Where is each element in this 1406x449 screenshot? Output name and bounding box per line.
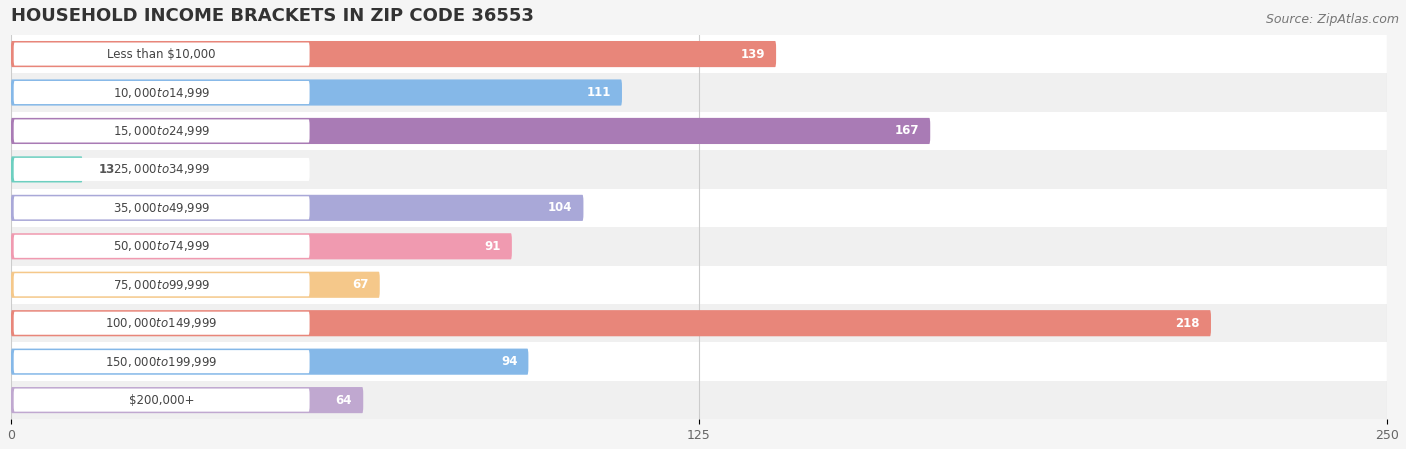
Bar bbox=[11, 381, 1388, 419]
FancyBboxPatch shape bbox=[14, 350, 309, 373]
Text: 139: 139 bbox=[741, 48, 765, 61]
Text: 13: 13 bbox=[98, 163, 115, 176]
FancyBboxPatch shape bbox=[14, 43, 309, 66]
Text: $50,000 to $74,999: $50,000 to $74,999 bbox=[112, 239, 211, 253]
Text: 218: 218 bbox=[1175, 317, 1199, 330]
Text: 104: 104 bbox=[548, 201, 572, 214]
Text: 67: 67 bbox=[353, 278, 368, 291]
FancyBboxPatch shape bbox=[11, 387, 363, 413]
Bar bbox=[11, 304, 1388, 343]
FancyBboxPatch shape bbox=[11, 79, 621, 106]
FancyBboxPatch shape bbox=[11, 118, 931, 144]
Bar bbox=[11, 227, 1388, 265]
Bar bbox=[11, 343, 1388, 381]
Text: 94: 94 bbox=[501, 355, 517, 368]
Bar bbox=[11, 73, 1388, 112]
FancyBboxPatch shape bbox=[14, 158, 309, 181]
FancyBboxPatch shape bbox=[11, 156, 83, 182]
FancyBboxPatch shape bbox=[14, 273, 309, 296]
FancyBboxPatch shape bbox=[11, 348, 529, 375]
FancyBboxPatch shape bbox=[11, 233, 512, 260]
Text: $10,000 to $14,999: $10,000 to $14,999 bbox=[112, 85, 211, 100]
FancyBboxPatch shape bbox=[11, 195, 583, 221]
Text: $35,000 to $49,999: $35,000 to $49,999 bbox=[112, 201, 211, 215]
Text: 64: 64 bbox=[336, 394, 353, 407]
Text: 167: 167 bbox=[894, 124, 920, 137]
FancyBboxPatch shape bbox=[11, 310, 1211, 336]
FancyBboxPatch shape bbox=[14, 196, 309, 220]
Bar bbox=[11, 265, 1388, 304]
Text: HOUSEHOLD INCOME BRACKETS IN ZIP CODE 36553: HOUSEHOLD INCOME BRACKETS IN ZIP CODE 36… bbox=[11, 7, 534, 25]
Text: $75,000 to $99,999: $75,000 to $99,999 bbox=[112, 278, 211, 292]
Text: $25,000 to $34,999: $25,000 to $34,999 bbox=[112, 163, 211, 176]
FancyBboxPatch shape bbox=[11, 272, 380, 298]
Bar bbox=[11, 35, 1388, 73]
FancyBboxPatch shape bbox=[14, 312, 309, 335]
FancyBboxPatch shape bbox=[14, 388, 309, 412]
Text: 111: 111 bbox=[586, 86, 612, 99]
FancyBboxPatch shape bbox=[14, 119, 309, 142]
Text: Less than $10,000: Less than $10,000 bbox=[107, 48, 217, 61]
Text: $200,000+: $200,000+ bbox=[129, 394, 194, 407]
Text: $100,000 to $149,999: $100,000 to $149,999 bbox=[105, 316, 218, 330]
Text: Source: ZipAtlas.com: Source: ZipAtlas.com bbox=[1265, 13, 1399, 26]
FancyBboxPatch shape bbox=[14, 235, 309, 258]
Text: $150,000 to $199,999: $150,000 to $199,999 bbox=[105, 355, 218, 369]
FancyBboxPatch shape bbox=[11, 41, 776, 67]
FancyBboxPatch shape bbox=[14, 81, 309, 104]
Bar bbox=[11, 189, 1388, 227]
Text: 91: 91 bbox=[485, 240, 501, 253]
Bar bbox=[11, 150, 1388, 189]
Bar bbox=[11, 112, 1388, 150]
Text: $15,000 to $24,999: $15,000 to $24,999 bbox=[112, 124, 211, 138]
